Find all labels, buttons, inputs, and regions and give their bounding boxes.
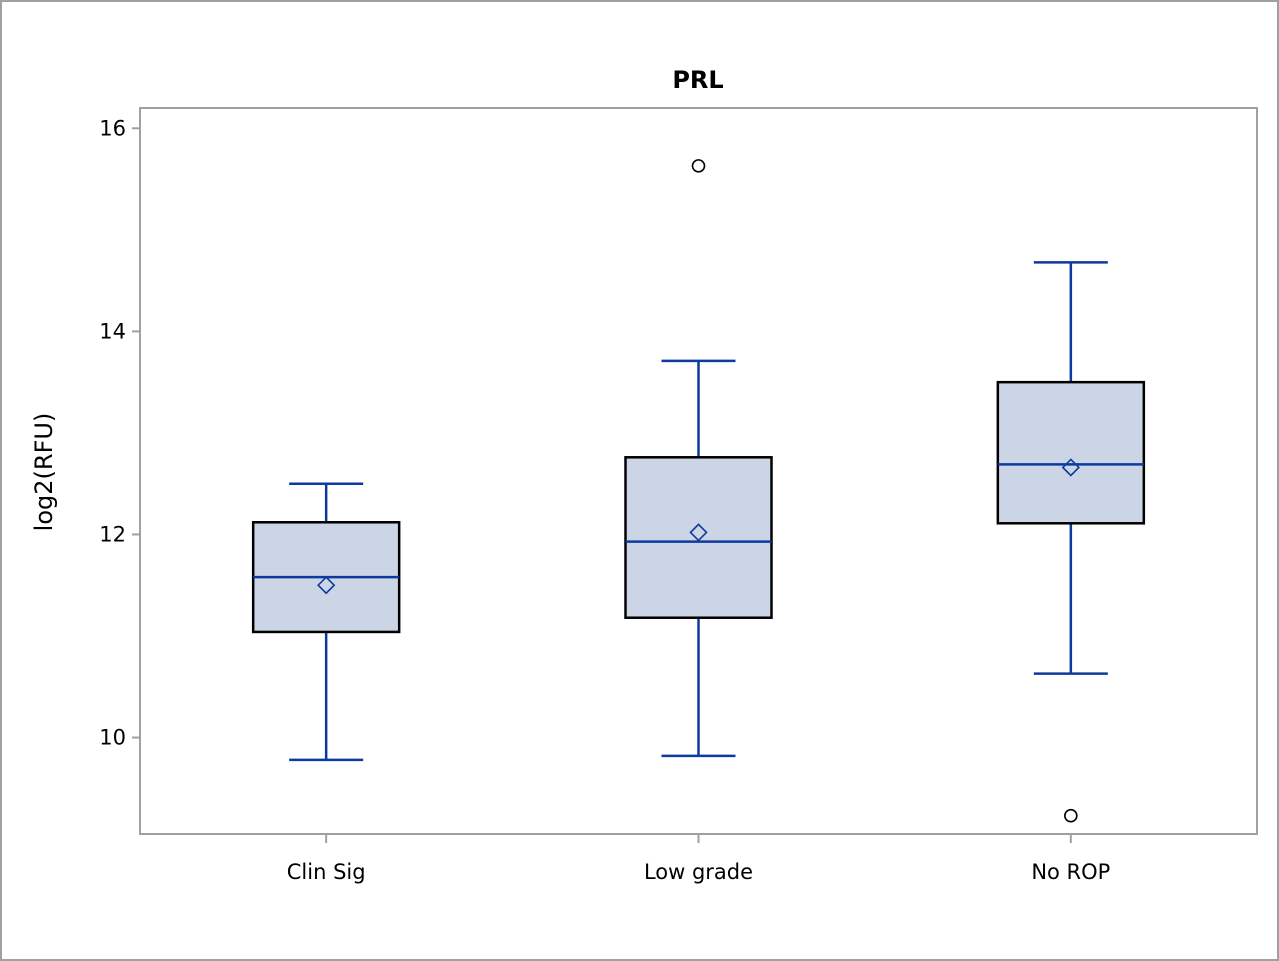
y-tick-label: 14 [99,319,126,343]
x-tick-label: Low grade [644,860,753,884]
mean-marker [1061,458,1080,477]
iqr-box [624,456,773,619]
x-tick-label: Clin Sig [287,860,366,884]
chart-title: PRL [672,66,723,94]
iqr-box [996,380,1146,525]
y-axis-label: log2(RFU) [30,413,58,532]
outlier-point [1064,808,1078,823]
mean-marker [317,576,336,595]
y-tick-label: 12 [99,522,126,546]
outlier-point [691,159,706,173]
y-tick-label: 10 [99,726,126,750]
plot-area: 10 12 14 16 Clin Sig Low grade No ROP [99,107,1258,884]
x-tick-label: No ROP [1031,860,1110,884]
y-tick-label: 16 [99,116,126,140]
mean-marker [689,523,708,542]
box-group-clin-sig [251,482,401,762]
box-group-low-grade [624,159,773,758]
box-group-no-rop [996,261,1146,823]
